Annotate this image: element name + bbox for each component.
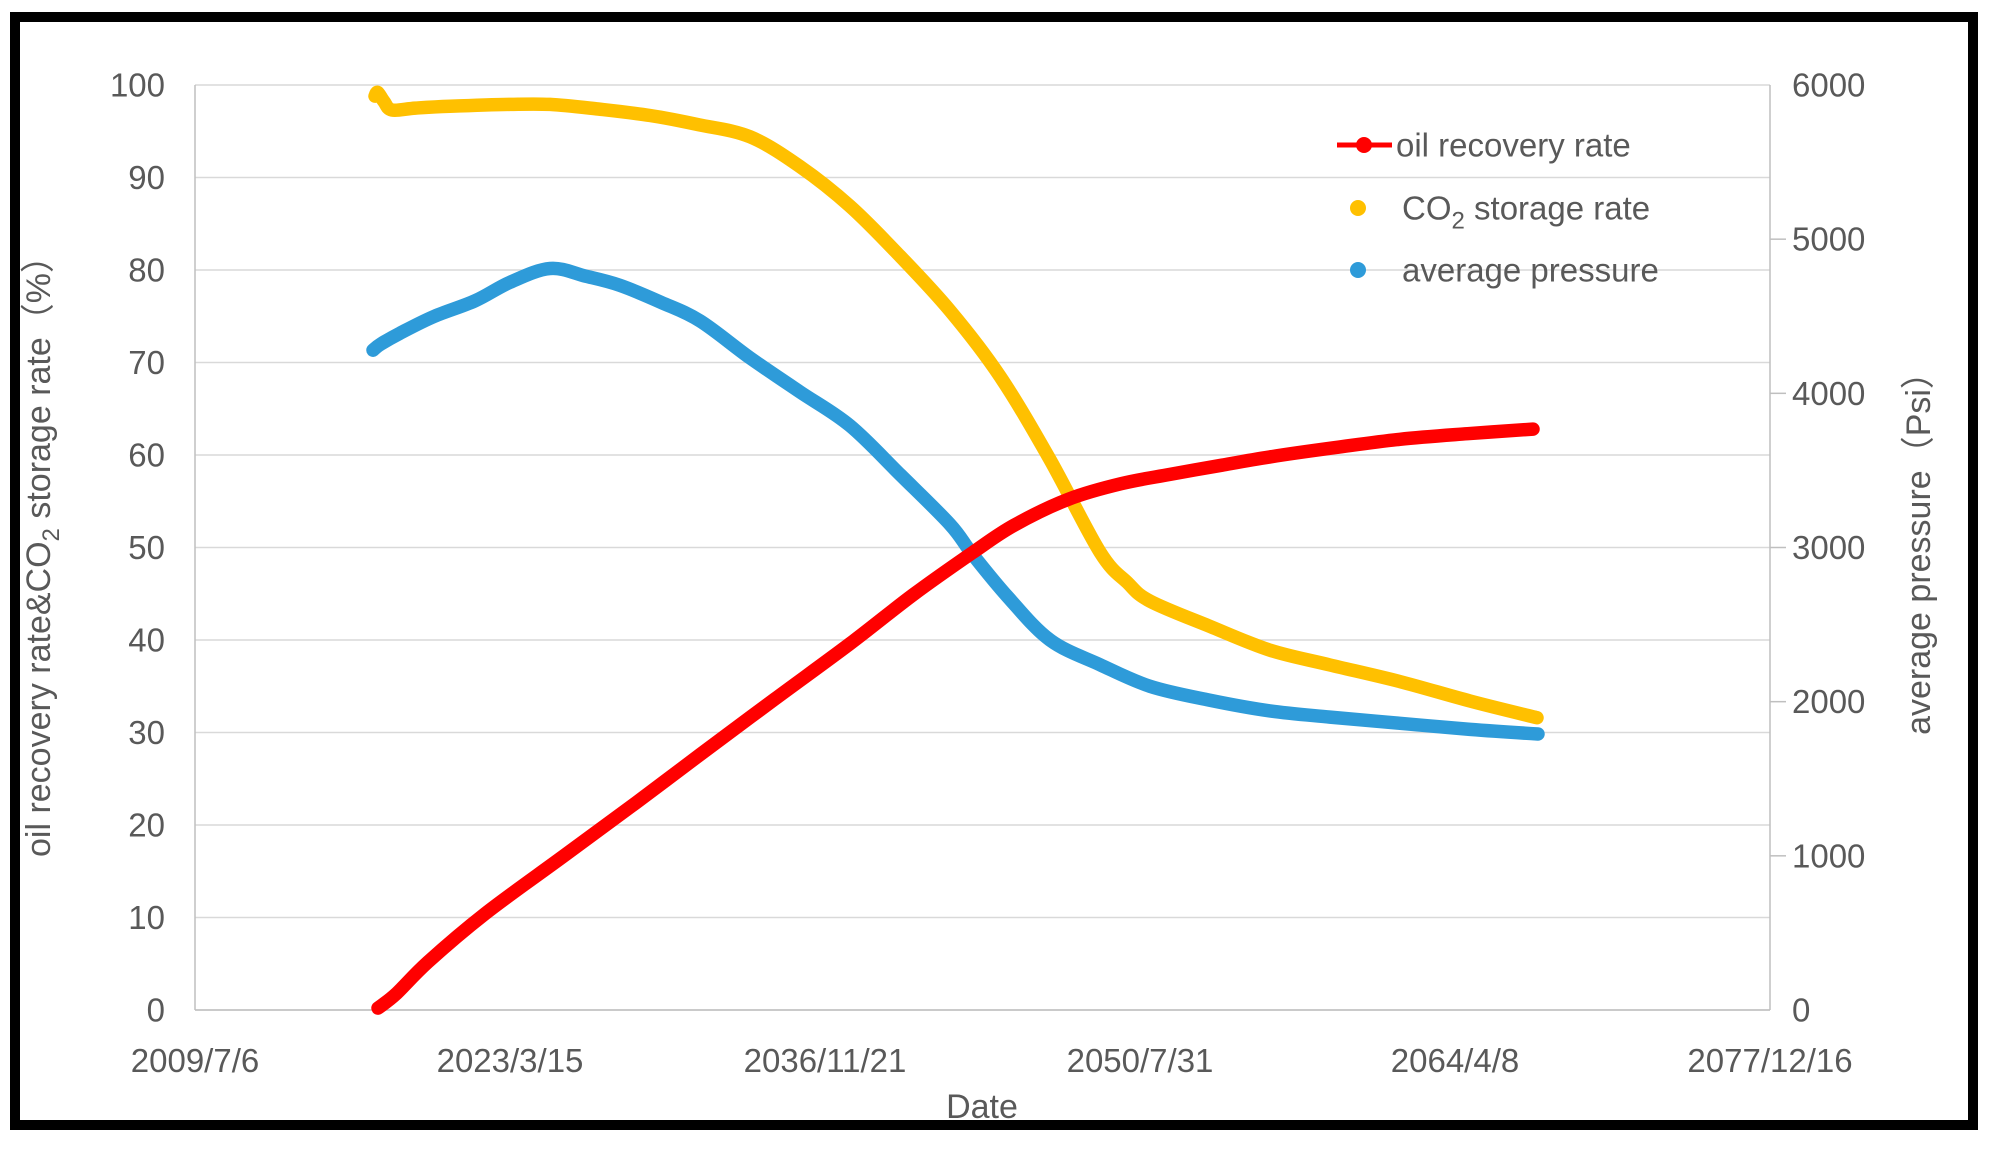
right-axis-tick-label: 0 bbox=[1792, 992, 1810, 1029]
right-axis-tick-label: 5000 bbox=[1792, 221, 1865, 258]
series-curves bbox=[366, 85, 1545, 1015]
left-axis-tick-label: 80 bbox=[128, 252, 165, 289]
right-axis-tick-label: 4000 bbox=[1792, 375, 1865, 412]
right-axis-title: average pressure（Psi） bbox=[1900, 355, 1938, 735]
left-axis-tick-label: 20 bbox=[128, 807, 165, 844]
right-axis-tick-label: 3000 bbox=[1792, 529, 1865, 566]
legend-label-average-pressure: average pressure bbox=[1402, 252, 1659, 289]
x-axis-tick-label: 2036/11/21 bbox=[744, 1042, 907, 1079]
x-axis-tick-label: 2064/4/8 bbox=[1391, 1042, 1519, 1079]
legend-item-co2-storage-rate: CO2 storage rate bbox=[1350, 190, 1650, 235]
oil-recovery-dot-marker-icon bbox=[1356, 137, 1372, 153]
legend-label-oil-recovery-rate: oil recovery rate bbox=[1396, 127, 1631, 164]
average-pressure-dot-marker-icon bbox=[1350, 262, 1366, 278]
x-axis-tick-label: 2009/7/6 bbox=[131, 1042, 259, 1079]
legend-item-average-pressure: average pressure bbox=[1350, 252, 1659, 289]
x-axis-tick-label: 2050/7/31 bbox=[1067, 1042, 1214, 1079]
x-axis-tick-label: 2023/3/15 bbox=[437, 1042, 584, 1079]
left-axis-tick-label: 60 bbox=[128, 437, 165, 474]
x-axis-tick-label: 2077/12/16 bbox=[1687, 1042, 1852, 1079]
left-axis-tick-label: 70 bbox=[128, 344, 165, 381]
right-axis-tick-label: 2000 bbox=[1792, 683, 1865, 720]
series-average-pressure-curve bbox=[366, 261, 1545, 741]
right-axis-tick-label: 6000 bbox=[1792, 67, 1865, 104]
left-axis-title: oil recovery rate&CO2 storage rate（%） bbox=[20, 239, 65, 857]
legend-co2-text2: storage rate bbox=[1465, 190, 1650, 227]
left-axis-title-text2: storage rate（%） bbox=[20, 239, 58, 528]
left-axis-tick-label: 90 bbox=[128, 159, 165, 196]
outer-border bbox=[10, 12, 1978, 1130]
left-axis-tick-label: 50 bbox=[128, 529, 165, 566]
left-axis-title-text: oil recovery rate&CO bbox=[20, 541, 58, 857]
left-axis-title-subscript: 2 bbox=[38, 528, 65, 541]
legend-item-oil-recovery-rate: oil recovery rate bbox=[1337, 127, 1631, 164]
left-axis-tick-label: 0 bbox=[147, 992, 165, 1029]
series-co2-storage-rate-curve bbox=[368, 85, 1544, 725]
legend: oil recovery rate CO2 storage rate avera… bbox=[1337, 127, 1659, 289]
right-axis-tick-label: 1000 bbox=[1792, 837, 1865, 874]
left-axis-tick-label: 100 bbox=[110, 67, 165, 104]
tick-labels: 1009080706050403020100600050004000300020… bbox=[110, 67, 1865, 1079]
series-oil-recovery-rate-curve bbox=[371, 422, 1540, 1015]
legend-label-co2-storage-rate: CO2 storage rate bbox=[1402, 190, 1650, 235]
x-axis-title: Date bbox=[946, 1088, 1018, 1126]
legend-co2-subscript: 2 bbox=[1452, 208, 1465, 235]
left-axis-tick-label: 40 bbox=[128, 622, 165, 659]
co2-storage-dot-marker-icon bbox=[1350, 200, 1366, 216]
left-axis-tick-label: 10 bbox=[128, 899, 165, 936]
axis-lines bbox=[194, 85, 1786, 1011]
legend-co2-text: CO bbox=[1402, 190, 1452, 227]
left-axis-tick-label: 30 bbox=[128, 714, 165, 751]
